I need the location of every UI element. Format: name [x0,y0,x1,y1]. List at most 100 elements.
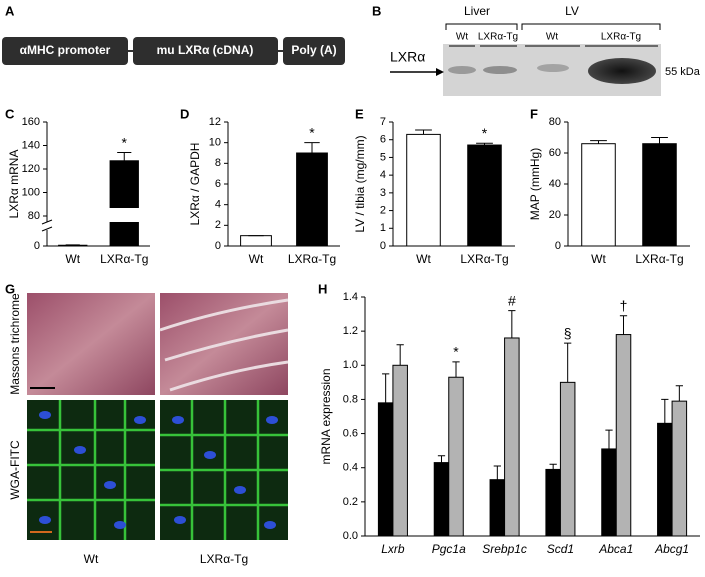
x-tick-label: Lxrb [381,542,405,556]
y-tick-label: 0.4 [343,462,358,474]
error-bar [675,385,683,402]
error-bar [549,463,557,470]
blot-group: Liver [464,4,490,18]
membrane-texture [27,400,288,540]
y-tick-label: 1 [380,222,386,234]
bar [448,376,464,537]
x-tick-label: Abcg1 [654,542,689,556]
tissue-texture [159,298,289,392]
y-tick-label: 100 [22,186,40,198]
y-tick-label: 0.6 [343,427,358,439]
annotation: † [620,297,628,313]
x-tick-label: Wt [249,252,264,266]
y-tick-label: 0 [34,240,40,252]
x-tick-label: LXRα-Tg [288,252,336,266]
bar [240,235,272,247]
nuclei [39,411,278,529]
error-bar [452,361,460,378]
annotation: # [508,292,516,308]
y-tick-label: 0 [215,240,221,252]
error-bar [382,373,390,403]
panel-label: C [5,106,15,121]
bar [433,462,450,537]
bar [406,133,441,247]
blot-band [483,66,517,74]
y-tick-label: 0 [555,240,561,252]
panel-label: F [530,106,538,121]
bar [504,337,520,537]
lane-label: LXRα-Tg [478,32,518,43]
blot-target: LXRα [390,49,425,65]
bar [545,468,561,537]
panel-label: A [5,3,15,18]
row-label: Massons trichrome [8,293,22,395]
annotation: * [453,344,459,360]
size-label: 55 kDa [665,66,701,78]
error-bar [304,142,320,153]
y-tick-label: 0.0 [343,530,358,542]
annotation: * [122,134,128,150]
bar [467,144,502,247]
construct-box [133,37,278,65]
x-tick-label: Wt [416,252,431,266]
arrow-head [436,68,444,76]
construct-label: Poly (A) [291,43,336,57]
bar [109,160,139,247]
blot-band [588,58,656,84]
y-tick-label: 10 [209,137,221,149]
y-tick-label: 60 [549,147,561,159]
y-tick-label: 3 [380,187,386,199]
y-tick-label: 1.4 [343,291,358,303]
y-tick-label: 120 [22,163,40,175]
bar [296,152,328,247]
break-mark [41,219,53,225]
error-bar [476,142,493,146]
x-tick-label: LXRα-Tg [460,252,508,266]
x-tick-label: LXRα-Tg [100,252,148,266]
error-bar [396,344,404,366]
y-tick-label: 2 [380,204,386,216]
bar [377,402,394,537]
y-tick-label: 0.8 [343,393,358,405]
construct-box [2,37,128,65]
error-bar [415,129,432,135]
construct-label: αMHC promoter [20,43,111,57]
lane-label: Wt [456,32,468,43]
y-tick-label: 12 [209,116,221,128]
axis-break [41,222,53,230]
blot-band [448,66,476,74]
y-tick-label: 8 [215,157,221,169]
blot-bracket [445,23,518,30]
y-axis-label: LXRα / GAPDH [188,143,202,226]
panel-label: D [180,106,189,121]
y-tick-label: 4 [380,169,386,181]
y-tick-label: 80 [549,116,561,128]
error-bar [661,398,669,424]
blot-group: LV [565,4,579,18]
error-bar [619,315,628,335]
lane-label: Wt [546,32,558,43]
y-tick-label: 0.2 [343,496,358,508]
construct-box [283,37,345,65]
blot-bracket [521,23,661,30]
bar [489,479,506,537]
y-axis-label: LV / tibia (mg/mm) [353,135,367,232]
y-tick-label: 6 [380,134,386,146]
blot-band [537,64,569,72]
panel-label: G [5,281,15,296]
y-tick-label: 7 [380,116,386,128]
bar [615,334,632,537]
y-axis-label: LXRα mRNA [7,150,21,219]
annotation: * [482,125,488,141]
error-bar [605,429,613,449]
annotation: * [309,124,315,140]
panel-label: B [372,3,381,18]
bar [671,400,688,537]
x-tick-label: Wt [65,252,80,266]
y-tick-label: 2 [215,219,221,231]
y-tick-label: 1.0 [343,359,358,371]
bar [581,143,616,247]
y-tick-label: 40 [549,178,561,190]
bar [559,381,576,537]
